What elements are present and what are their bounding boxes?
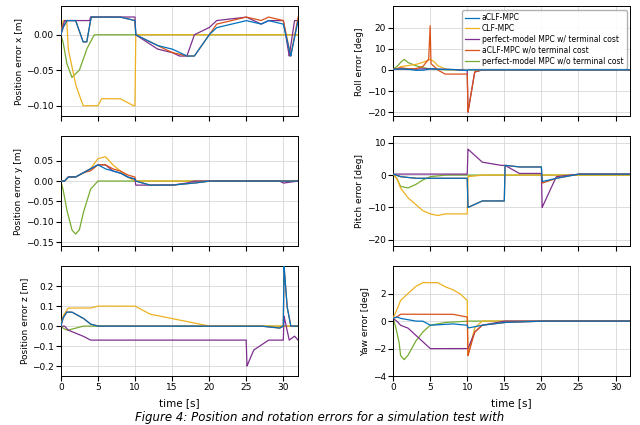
perfect-model MPC w/o terminal cost	[418, 65, 426, 70]
aCLF-MPC	[418, 68, 426, 73]
aCLF-MPC	[627, 67, 634, 72]
Line: perfect-model MPC w/ terminal cost: perfect-model MPC w/ terminal cost	[393, 69, 630, 112]
aCLF-MPC w/o terminal cost	[451, 71, 458, 76]
CLF-MPC	[453, 67, 461, 72]
X-axis label: time [s]: time [s]	[159, 398, 200, 408]
aCLF-MPC	[426, 66, 434, 71]
perfect-model MPC w/ terminal cost	[464, 110, 472, 115]
aCLF-MPC	[389, 67, 397, 72]
CLF-MPC	[389, 67, 397, 72]
CLF-MPC	[627, 67, 634, 72]
Text: Figure 4: Position and rotation errors for a simulation test with: Figure 4: Position and rotation errors f…	[136, 411, 504, 424]
CLF-MPC	[451, 67, 458, 72]
aCLF-MPC	[410, 68, 418, 73]
CLF-MPC	[449, 67, 456, 72]
aCLF-MPC w/o terminal cost	[410, 66, 418, 71]
CLF-MPC	[426, 57, 434, 62]
Line: aCLF-MPC: aCLF-MPC	[393, 69, 630, 71]
perfect-model MPC w/ terminal cost	[576, 67, 584, 72]
perfect-model MPC w/o terminal cost	[627, 67, 634, 72]
aCLF-MPC	[463, 68, 471, 73]
perfect-model MPC w/ terminal cost	[419, 66, 427, 71]
perfect-model MPC w/ terminal cost	[426, 66, 434, 71]
aCLF-MPC w/o terminal cost	[576, 67, 584, 72]
CLF-MPC	[426, 57, 434, 62]
Y-axis label: Roll error [deg]: Roll error [deg]	[355, 27, 364, 96]
perfect-model MPC w/ terminal cost	[389, 67, 397, 72]
aCLF-MPC w/o terminal cost	[426, 23, 434, 28]
perfect-model MPC w/ terminal cost	[451, 67, 458, 72]
Line: perfect-model MPC w/o terminal cost: perfect-model MPC w/o terminal cost	[393, 59, 630, 70]
perfect-model MPC w/o terminal cost	[441, 67, 449, 72]
CLF-MPC	[418, 60, 426, 65]
aCLF-MPC w/o terminal cost	[464, 110, 472, 115]
Legend: aCLF-MPC, CLF-MPC, perfect-model MPC w/ terminal cost, aCLF-MPC w/o terminal cos: aCLF-MPC, CLF-MPC, perfect-model MPC w/ …	[462, 10, 627, 69]
aCLF-MPC w/o terminal cost	[389, 67, 397, 72]
Y-axis label: Position error x [m]: Position error x [m]	[15, 18, 24, 105]
aCLF-MPC w/o terminal cost	[453, 71, 461, 76]
perfect-model MPC w/o terminal cost	[426, 66, 434, 71]
perfect-model MPC w/o terminal cost	[451, 67, 458, 72]
perfect-model MPC w/ terminal cost	[627, 67, 634, 72]
perfect-model MPC w/o terminal cost	[389, 67, 397, 72]
Line: CLF-MPC: CLF-MPC	[393, 59, 630, 70]
perfect-model MPC w/ terminal cost	[418, 66, 426, 71]
aCLF-MPC	[397, 66, 404, 71]
aCLF-MPC w/o terminal cost	[426, 28, 434, 33]
aCLF-MPC w/o terminal cost	[627, 67, 634, 72]
Y-axis label: Yaw error [deg]: Yaw error [deg]	[361, 287, 370, 356]
perfect-model MPC w/o terminal cost	[453, 67, 461, 72]
perfect-model MPC w/o terminal cost	[410, 62, 418, 68]
Y-axis label: Position error z [m]: Position error z [m]	[20, 278, 29, 364]
aCLF-MPC w/o terminal cost	[418, 65, 426, 70]
perfect-model MPC w/ terminal cost	[410, 67, 418, 72]
perfect-model MPC w/o terminal cost	[401, 57, 408, 62]
Y-axis label: Position error y [m]: Position error y [m]	[15, 148, 24, 235]
aCLF-MPC	[451, 67, 458, 72]
CLF-MPC	[410, 62, 418, 67]
aCLF-MPC	[453, 67, 461, 72]
CLF-MPC	[576, 67, 584, 72]
Line: aCLF-MPC w/o terminal cost: aCLF-MPC w/o terminal cost	[393, 26, 630, 112]
Y-axis label: Pitch error [deg]: Pitch error [deg]	[355, 154, 364, 228]
X-axis label: time [s]: time [s]	[492, 398, 532, 408]
perfect-model MPC w/o terminal cost	[576, 67, 584, 72]
perfect-model MPC w/ terminal cost	[453, 67, 461, 72]
aCLF-MPC	[576, 67, 584, 72]
